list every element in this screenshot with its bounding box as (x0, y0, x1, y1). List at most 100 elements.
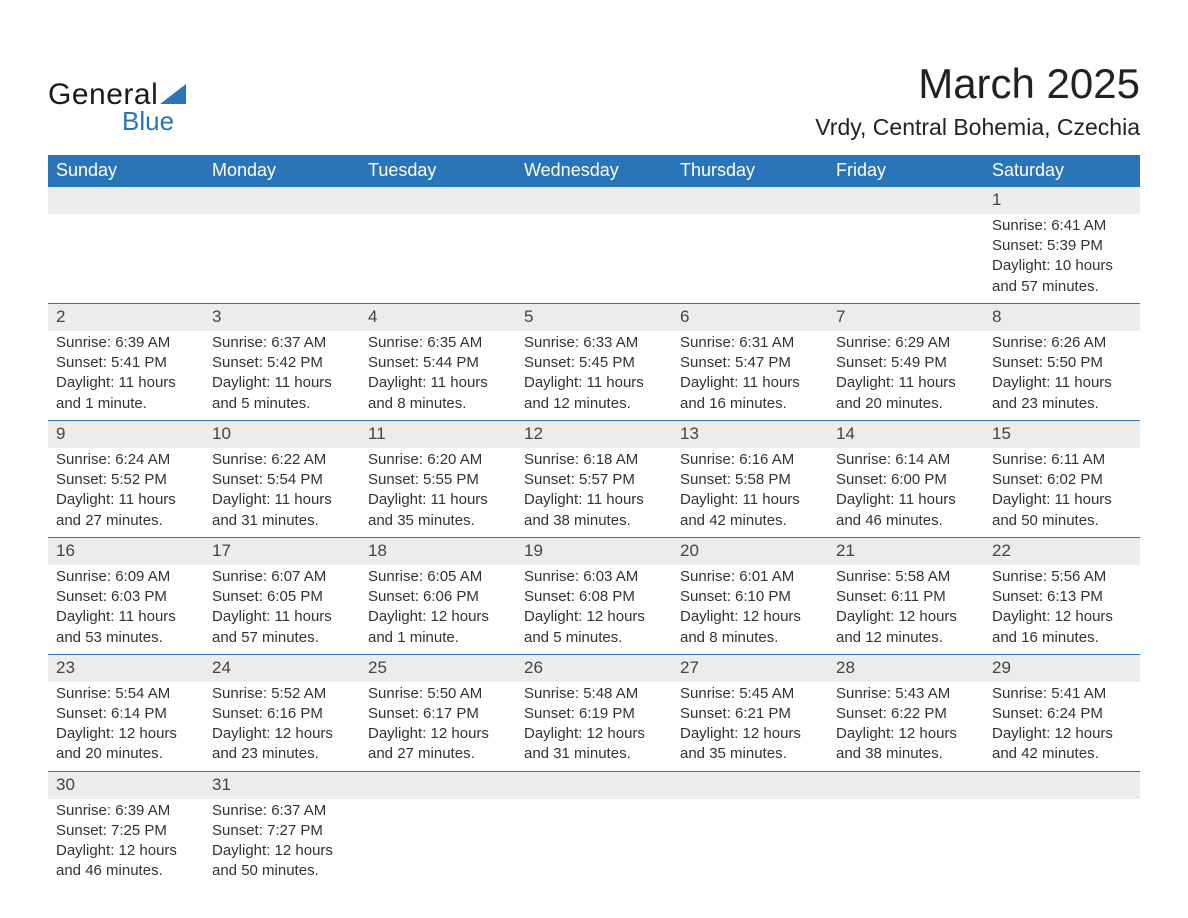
day-body: Sunrise: 6:16 AMSunset: 5:58 PMDaylight:… (672, 448, 828, 537)
day-number: 5 (516, 304, 672, 331)
sunrise-line: Sunrise: 5:43 AM (836, 684, 976, 704)
sunset-line: Sunset: 6:06 PM (368, 587, 508, 607)
day-body: Sunrise: 6:29 AMSunset: 5:49 PMDaylight:… (828, 331, 984, 420)
sunset-line: Sunset: 6:03 PM (56, 587, 196, 607)
day-number: 23 (48, 655, 204, 682)
day-body (204, 214, 360, 242)
day-number: 24 (204, 655, 360, 682)
day-number: 26 (516, 655, 672, 682)
daylight-line: Daylight: 11 hours and 50 minutes. (992, 490, 1132, 531)
calendar-day-cell: 13Sunrise: 6:16 AMSunset: 5:58 PMDayligh… (672, 420, 828, 537)
daylight-line: Daylight: 12 hours and 35 minutes. (680, 724, 820, 765)
day-number-strip: 10 (204, 421, 360, 448)
day-number: 19 (516, 538, 672, 565)
calendar-empty-cell (204, 187, 360, 304)
sunset-line: Sunset: 6:10 PM (680, 587, 820, 607)
daylight-line: Daylight: 12 hours and 16 minutes. (992, 607, 1132, 648)
sunset-line: Sunset: 5:58 PM (680, 470, 820, 490)
calendar-week-row: 9Sunrise: 6:24 AMSunset: 5:52 PMDaylight… (48, 420, 1140, 537)
daylight-line: Daylight: 11 hours and 23 minutes. (992, 373, 1132, 414)
day-body: Sunrise: 6:39 AMSunset: 5:41 PMDaylight:… (48, 331, 204, 420)
day-number: 28 (828, 655, 984, 682)
day-body (360, 799, 516, 827)
sunrise-line: Sunrise: 6:01 AM (680, 567, 820, 587)
sunrise-line: Sunrise: 6:03 AM (524, 567, 664, 587)
daylight-line: Daylight: 12 hours and 38 minutes. (836, 724, 976, 765)
day-number (516, 772, 672, 799)
day-body (360, 214, 516, 242)
day-number-strip (204, 187, 360, 214)
title-block: March 2025 Vrdy, Central Bohemia, Czechi… (815, 60, 1140, 141)
calendar-day-cell: 12Sunrise: 6:18 AMSunset: 5:57 PMDayligh… (516, 420, 672, 537)
day-body (48, 214, 204, 242)
day-number-strip: 26 (516, 655, 672, 682)
daylight-line: Daylight: 11 hours and 5 minutes. (212, 373, 352, 414)
day-number-strip: 19 (516, 538, 672, 565)
calendar-empty-cell (828, 187, 984, 304)
day-number-strip: 27 (672, 655, 828, 682)
daylight-line: Daylight: 12 hours and 23 minutes. (212, 724, 352, 765)
calendar-day-cell: 19Sunrise: 6:03 AMSunset: 6:08 PMDayligh… (516, 537, 672, 654)
day-body (672, 799, 828, 827)
sunrise-line: Sunrise: 6:20 AM (368, 450, 508, 470)
calendar-table: SundayMondayTuesdayWednesdayThursdayFrid… (48, 155, 1140, 888)
day-number-strip: 2 (48, 304, 204, 331)
day-number: 18 (360, 538, 516, 565)
day-number: 16 (48, 538, 204, 565)
sunset-line: Sunset: 5:52 PM (56, 470, 196, 490)
day-body: Sunrise: 5:56 AMSunset: 6:13 PMDaylight:… (984, 565, 1140, 654)
calendar-body: 1Sunrise: 6:41 AMSunset: 5:39 PMDaylight… (48, 187, 1140, 888)
day-body: Sunrise: 6:07 AMSunset: 6:05 PMDaylight:… (204, 565, 360, 654)
sunrise-line: Sunrise: 5:52 AM (212, 684, 352, 704)
calendar-day-cell: 1Sunrise: 6:41 AMSunset: 5:39 PMDaylight… (984, 187, 1140, 304)
day-body: Sunrise: 6:09 AMSunset: 6:03 PMDaylight:… (48, 565, 204, 654)
weekday-header: Tuesday (360, 155, 516, 187)
day-number-strip (672, 187, 828, 214)
calendar-week-row: 16Sunrise: 6:09 AMSunset: 6:03 PMDayligh… (48, 537, 1140, 654)
calendar-empty-cell (360, 187, 516, 304)
day-number-strip (516, 772, 672, 799)
day-number: 30 (48, 772, 204, 799)
day-number-strip: 14 (828, 421, 984, 448)
calendar-empty-cell (672, 187, 828, 304)
calendar-day-cell: 30Sunrise: 6:39 AMSunset: 7:25 PMDayligh… (48, 771, 204, 887)
sunrise-line: Sunrise: 5:56 AM (992, 567, 1132, 587)
sunrise-line: Sunrise: 6:14 AM (836, 450, 976, 470)
day-number (360, 772, 516, 799)
daylight-line: Daylight: 11 hours and 12 minutes. (524, 373, 664, 414)
sunset-line: Sunset: 5:54 PM (212, 470, 352, 490)
sunset-line: Sunset: 6:17 PM (368, 704, 508, 724)
day-body: Sunrise: 5:43 AMSunset: 6:22 PMDaylight:… (828, 682, 984, 771)
day-body: Sunrise: 6:24 AMSunset: 5:52 PMDaylight:… (48, 448, 204, 537)
calendar-day-cell: 15Sunrise: 6:11 AMSunset: 6:02 PMDayligh… (984, 420, 1140, 537)
day-body: Sunrise: 6:05 AMSunset: 6:06 PMDaylight:… (360, 565, 516, 654)
day-number-strip: 3 (204, 304, 360, 331)
calendar-day-cell: 27Sunrise: 5:45 AMSunset: 6:21 PMDayligh… (672, 654, 828, 771)
daylight-line: Daylight: 11 hours and 46 minutes. (836, 490, 976, 531)
calendar-day-cell: 4Sunrise: 6:35 AMSunset: 5:44 PMDaylight… (360, 303, 516, 420)
day-body: Sunrise: 5:50 AMSunset: 6:17 PMDaylight:… (360, 682, 516, 771)
calendar-day-cell: 7Sunrise: 6:29 AMSunset: 5:49 PMDaylight… (828, 303, 984, 420)
day-number: 9 (48, 421, 204, 448)
day-number-strip: 6 (672, 304, 828, 331)
day-number: 7 (828, 304, 984, 331)
sunrise-line: Sunrise: 5:54 AM (56, 684, 196, 704)
calendar-week-row: 30Sunrise: 6:39 AMSunset: 7:25 PMDayligh… (48, 771, 1140, 887)
day-body: Sunrise: 6:26 AMSunset: 5:50 PMDaylight:… (984, 331, 1140, 420)
sunset-line: Sunset: 5:45 PM (524, 353, 664, 373)
sunset-line: Sunset: 7:27 PM (212, 821, 352, 841)
day-body (672, 214, 828, 242)
daylight-line: Daylight: 11 hours and 57 minutes. (212, 607, 352, 648)
calendar-day-cell: 20Sunrise: 6:01 AMSunset: 6:10 PMDayligh… (672, 537, 828, 654)
day-number: 13 (672, 421, 828, 448)
day-body: Sunrise: 6:39 AMSunset: 7:25 PMDaylight:… (48, 799, 204, 888)
sunrise-line: Sunrise: 6:39 AM (56, 801, 196, 821)
sunrise-line: Sunrise: 6:35 AM (368, 333, 508, 353)
calendar-day-cell: 22Sunrise: 5:56 AMSunset: 6:13 PMDayligh… (984, 537, 1140, 654)
sunrise-line: Sunrise: 6:33 AM (524, 333, 664, 353)
day-body (828, 799, 984, 827)
day-number-strip: 12 (516, 421, 672, 448)
day-number-strip: 13 (672, 421, 828, 448)
day-body: Sunrise: 5:54 AMSunset: 6:14 PMDaylight:… (48, 682, 204, 771)
day-number (672, 187, 828, 214)
